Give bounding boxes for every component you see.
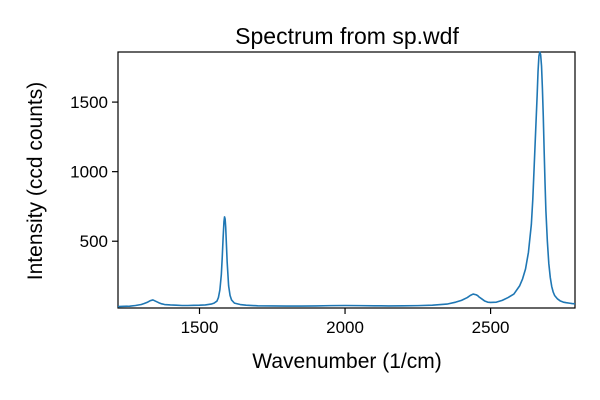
series-layer	[117, 51, 576, 308]
spectrum-line-0	[117, 51, 576, 308]
x-tick-label: 2500	[472, 318, 510, 337]
x-tick-label: 1500	[181, 318, 219, 337]
x-axis-label: Wavenumber (1/cm)	[252, 350, 441, 373]
y-tick-label: 500	[80, 232, 108, 251]
y-tick-label: 1500	[70, 93, 108, 112]
y-tick-label: 1000	[70, 163, 108, 182]
x-tick-label: 2000	[326, 318, 364, 337]
y-axis-ticks: 500 1000 1500	[70, 93, 118, 251]
plot-area	[117, 51, 576, 309]
chart-title: Spectrum from sp.wdf	[235, 23, 459, 49]
x-axis-ticks: 1500 2000 2500	[181, 308, 510, 337]
plot-frame	[117, 51, 576, 309]
y-axis-label: Intensity (ccd counts)	[24, 82, 47, 280]
